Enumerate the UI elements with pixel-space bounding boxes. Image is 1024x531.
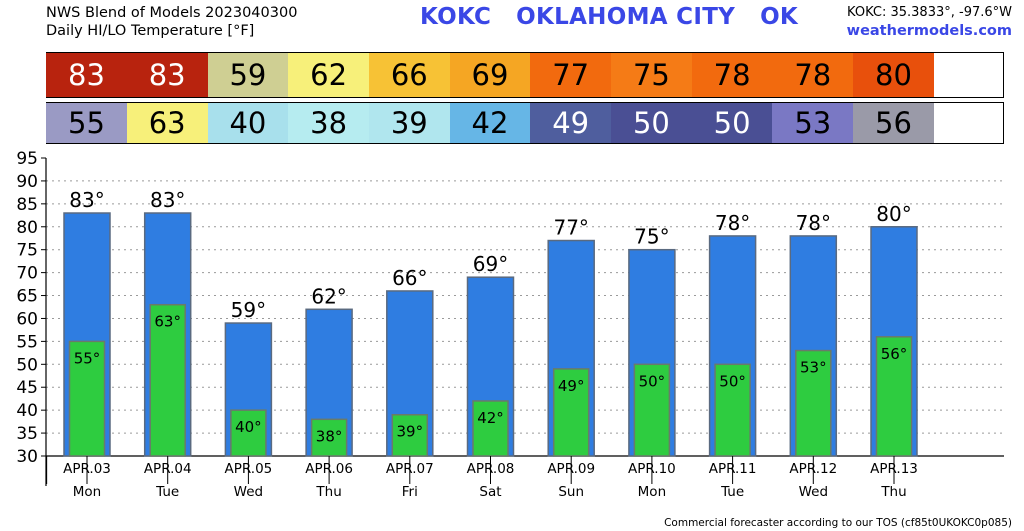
low-temp-label: 42° — [477, 409, 504, 427]
x-date-label: APR.08 — [467, 461, 515, 477]
hi-cell: 80 — [853, 53, 934, 97]
low-temp-bar — [230, 409, 267, 457]
lo-cell: 42 — [449, 103, 531, 143]
x-weekday-label: Wed — [799, 484, 828, 500]
x-weekday-label: Fri — [402, 484, 418, 500]
low-temp-bar — [552, 368, 590, 457]
y-tick-label: 90 — [16, 172, 38, 192]
low-temp-bar — [68, 340, 106, 457]
x-weekday-label: Thu — [315, 484, 341, 500]
hi-cell: 62 — [288, 53, 369, 97]
hi-cell: 75 — [611, 53, 692, 97]
low-temperature-strip: 55 63 40 38 39 42 49 50 50 53 56 — [46, 102, 1004, 144]
x-date-label: APR.12 — [789, 461, 837, 477]
low-temp-bar — [875, 336, 913, 457]
high-temp-label: 80° — [876, 202, 911, 226]
high-temp-label: 69° — [473, 252, 508, 276]
y-tick-label: 80 — [16, 218, 38, 238]
lo-cell: 49 — [530, 103, 612, 143]
x-date-label: APR.07 — [386, 461, 434, 477]
y-tick-label: 50 — [16, 355, 38, 375]
low-temp-label: 55° — [74, 349, 101, 367]
low-temp-label: 50° — [719, 372, 746, 390]
station-name: KOKC OKLAHOMA CITY OK — [420, 4, 799, 30]
y-tick-label: 85 — [16, 195, 38, 215]
low-temp-bar — [310, 418, 348, 457]
high-temperature-strip: 83 83 59 62 66 69 77 75 78 78 80 — [46, 52, 1004, 98]
hi-cell: 78 — [691, 53, 773, 97]
high-temp-label: 75° — [634, 225, 669, 249]
y-tick-label: 70 — [16, 264, 38, 284]
site-link[interactable]: weathermodels.com — [846, 23, 1012, 39]
lo-cell: 50 — [691, 103, 773, 143]
x-date-label: APR.03 — [63, 461, 111, 477]
lo-cell: 53 — [772, 103, 854, 143]
y-tick-label: 40 — [16, 401, 38, 421]
x-weekday-label: Tue — [155, 484, 179, 500]
low-temp-bar — [472, 400, 509, 457]
high-temp-label: 83° — [69, 188, 104, 212]
high-temp-label: 59° — [231, 298, 266, 322]
x-date-label: APR.05 — [225, 461, 273, 477]
x-weekday-label: Wed — [234, 484, 263, 500]
x-weekday-label: Mon — [73, 484, 101, 500]
y-tick-label: 30 — [16, 447, 38, 467]
x-weekday-label: Tue — [720, 484, 744, 500]
high-temp-label: 78° — [715, 211, 750, 235]
low-temp-label: 50° — [639, 372, 666, 390]
y-tick-label: 95 — [16, 149, 38, 169]
hi-cell: 69 — [449, 53, 531, 97]
low-temp-bar — [391, 413, 429, 457]
high-temp-label: 77° — [553, 216, 588, 240]
x-weekday-label: Sat — [479, 484, 501, 500]
low-temp-label: 38° — [316, 427, 343, 445]
low-temp-label: 56° — [881, 345, 908, 363]
lo-cell: 55 — [46, 103, 127, 143]
high-temp-label: 78° — [796, 211, 831, 235]
low-temp-bar — [633, 363, 671, 457]
x-date-label: APR.10 — [628, 461, 676, 477]
y-tick-label: 55 — [16, 332, 38, 352]
x-weekday-label: Sun — [558, 484, 584, 500]
y-tick-label: 75 — [16, 241, 38, 261]
low-temp-label: 39° — [397, 423, 424, 441]
lo-cell: 39 — [368, 103, 450, 143]
low-temp-bar — [795, 349, 832, 457]
lo-cell: 40 — [207, 103, 289, 143]
y-tick-label: 35 — [16, 424, 38, 444]
station-coords: KOKC: 35.3833°, -97.6°W — [847, 5, 1012, 20]
hi-cell: 66 — [368, 53, 450, 97]
low-temp-label: 40° — [235, 418, 262, 436]
hi-cell: 83 — [126, 53, 208, 97]
high-temp-label: 83° — [150, 188, 185, 212]
x-date-label: APR.13 — [870, 461, 918, 477]
x-date-label: APR.04 — [144, 461, 192, 477]
high-temp-label: 66° — [392, 266, 427, 290]
y-tick-label: 45 — [16, 378, 38, 398]
low-temp-label: 63° — [154, 313, 181, 331]
low-temp-label: 53° — [800, 359, 827, 377]
lo-cell: 50 — [611, 103, 692, 143]
x-weekday-label: Thu — [880, 484, 906, 500]
lo-cell: 56 — [853, 103, 934, 143]
hi-cell: 77 — [530, 53, 612, 97]
high-temp-label: 62° — [311, 284, 346, 308]
lo-cell: 63 — [126, 103, 208, 143]
y-tick-label: 65 — [16, 287, 38, 307]
x-date-label: APR.06 — [305, 461, 353, 477]
hi-cell: 78 — [772, 53, 854, 97]
chart-title: NWS Blend of Models 2023040300 — [46, 5, 298, 21]
y-tick-label: 60 — [16, 309, 38, 329]
x-date-label: APR.09 — [547, 461, 595, 477]
lo-cell: 38 — [288, 103, 369, 143]
footer-note: Commercial forecaster according to our T… — [664, 517, 1012, 529]
chart-subtitle: Daily HI/LO Temperature [°F] — [46, 23, 255, 39]
hi-cell: 83 — [46, 53, 127, 97]
x-date-label: APR.11 — [709, 461, 757, 477]
low-temp-bar — [149, 303, 186, 457]
hi-cell: 59 — [207, 53, 289, 97]
low-temp-label: 49° — [558, 377, 585, 395]
x-weekday-label: Mon — [638, 484, 666, 500]
